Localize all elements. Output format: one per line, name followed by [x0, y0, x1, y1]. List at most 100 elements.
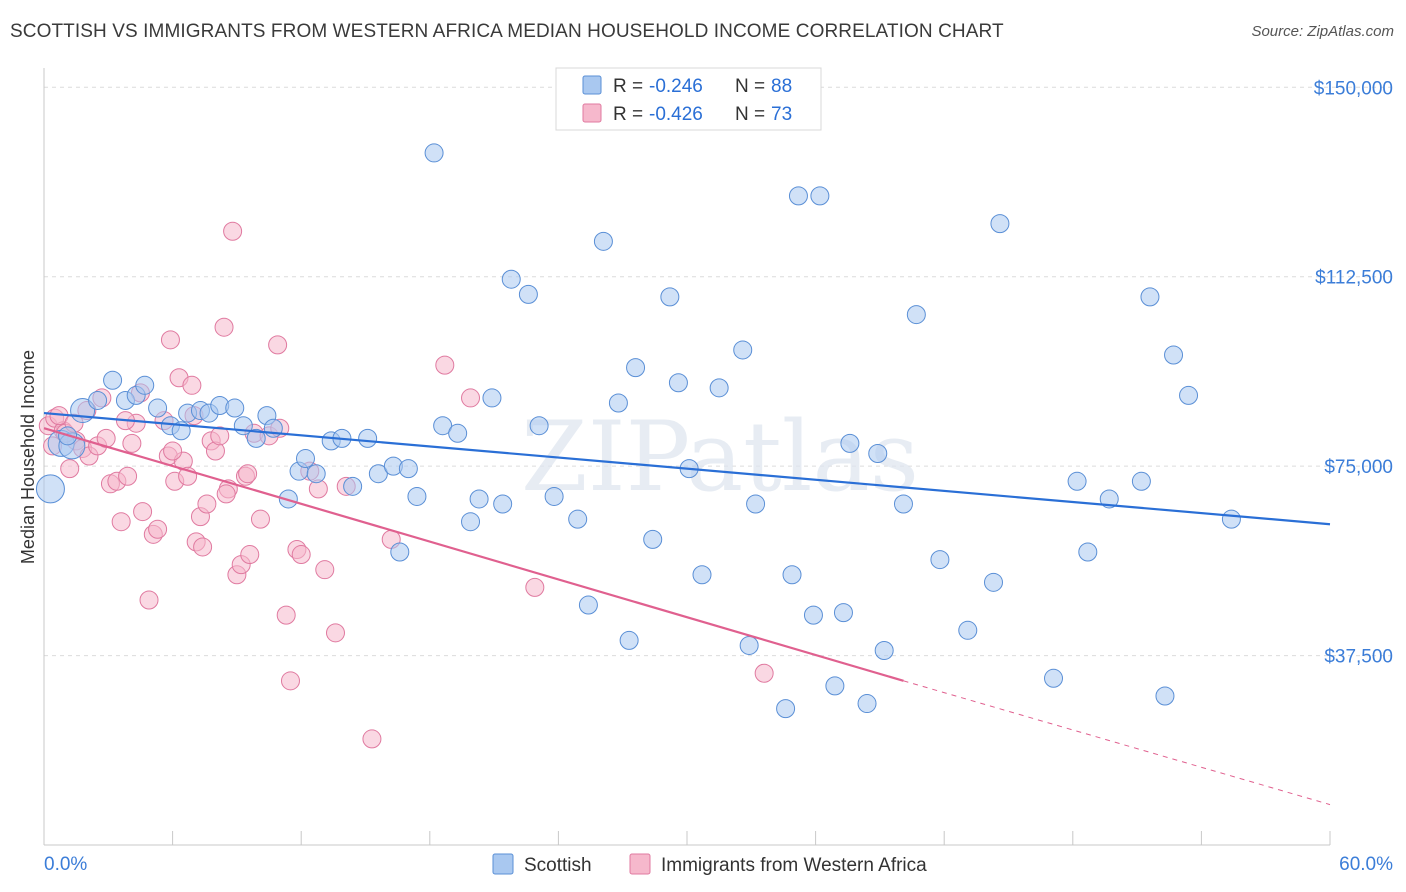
bottom-legend: Scottish Immigrants from Western Africa	[492, 853, 927, 876]
scottish-point	[608, 393, 628, 413]
axes	[43, 68, 1331, 846]
scottish-point	[225, 398, 245, 418]
scottish-point	[709, 378, 729, 398]
scottish-point	[840, 433, 860, 453]
y-tick-labels: $37,500 $75,000 $112,500 $150,000	[1314, 78, 1393, 667]
immigrants-point	[250, 509, 270, 529]
bottom-legend-label-scottish: Scottish	[524, 855, 592, 876]
scottish-point	[306, 464, 326, 484]
immigrants-point	[193, 537, 213, 557]
scottish-point	[424, 143, 444, 163]
legend-r-label-2: R =	[613, 104, 643, 125]
bottom-legend-swatch-scottish	[492, 853, 514, 875]
scottish-point	[390, 542, 410, 562]
scottish-point	[1179, 385, 1199, 405]
scottish-point	[906, 305, 926, 325]
x-tick-labels: 0.0% 60.0%	[44, 854, 1393, 875]
immigrants-point	[461, 388, 481, 408]
scottish-trend-line	[43, 411, 1331, 526]
bottom-legend-label-immigrants: Immigrants from Western Africa	[661, 855, 927, 876]
scottish-point	[868, 444, 888, 463]
scottish-point	[448, 423, 468, 443]
immigrants-point	[325, 623, 345, 643]
legend-r-value-1: -0.246	[649, 76, 703, 97]
immigrants-points	[38, 221, 774, 749]
scottish-point	[469, 489, 489, 509]
scottish-point	[739, 635, 759, 655]
y-tick-label: $37,500	[1324, 647, 1393, 668]
scottish-point	[668, 373, 688, 393]
immigrants-point	[163, 441, 183, 461]
scottish-point	[746, 494, 766, 514]
immigrants-point	[362, 729, 382, 749]
scottish-point	[930, 550, 950, 570]
scottish-point	[103, 370, 123, 390]
grid-lines	[44, 86, 1392, 657]
scottish-point	[501, 269, 521, 289]
scottish-point	[1099, 489, 1119, 509]
trend-lines	[43, 411, 1331, 806]
legend-n-value-1: 88	[771, 76, 792, 97]
immigrants-point	[754, 663, 774, 683]
scottish-point	[461, 512, 481, 532]
scottish-point	[692, 565, 712, 585]
immigrants-trend-line	[43, 427, 904, 682]
scottish-point	[893, 494, 913, 514]
scottish-point	[803, 605, 823, 625]
scottish-point	[35, 474, 65, 504]
immigrants-point	[118, 466, 138, 486]
immigrants-point	[525, 577, 545, 597]
x-tick-label-min: 0.0%	[44, 854, 87, 875]
immigrants-point	[210, 426, 230, 446]
scottish-point	[1140, 287, 1160, 307]
y-tick-label: $75,000	[1324, 457, 1393, 478]
source-label: Source: ZipAtlas.com	[1251, 23, 1394, 40]
scottish-point	[1067, 471, 1087, 491]
scottish-point	[776, 699, 796, 719]
scottish-point	[643, 529, 663, 549]
y-tick-label: $150,000	[1314, 78, 1393, 99]
immigrants-point	[238, 464, 258, 484]
scottish-point	[810, 186, 830, 206]
scottish-point	[1221, 509, 1241, 529]
scottish-point	[1155, 686, 1175, 706]
scottish-point	[593, 231, 613, 251]
scottish-point	[825, 676, 845, 696]
watermark: ZIPatlas	[521, 401, 919, 513]
scottish-point	[983, 572, 1003, 592]
scottish-points	[35, 143, 1241, 719]
chart-title: SCOTTISH VS IMMIGRANTS FROM WESTERN AFRI…	[10, 21, 1004, 42]
legend-n-label-2: N =	[735, 104, 765, 125]
scottish-point	[874, 641, 894, 661]
immigrants-point	[60, 459, 80, 479]
immigrants-point	[280, 671, 300, 691]
legend-n-value-2: 73	[771, 104, 792, 125]
immigrants-trend-extension	[903, 680, 1331, 806]
scottish-point	[88, 390, 108, 410]
immigrants-point	[148, 519, 168, 539]
immigrants-point	[122, 433, 142, 453]
scottish-point	[433, 416, 453, 436]
scottish-point	[626, 358, 646, 378]
immigrants-point	[268, 335, 288, 355]
immigrants-point	[139, 590, 159, 610]
immigrants-point	[111, 512, 131, 532]
immigrants-point	[435, 355, 455, 375]
scottish-point	[148, 398, 168, 418]
scottish-point	[1164, 345, 1184, 365]
scottish-point	[358, 428, 378, 448]
scottish-point	[788, 186, 808, 206]
scottish-point	[578, 595, 598, 615]
immigrants-point	[197, 494, 217, 514]
y-tick-label: $112,500	[1315, 268, 1393, 289]
scottish-point	[246, 428, 266, 448]
legend-n-label-1: N =	[735, 76, 765, 97]
immigrants-point	[240, 545, 260, 565]
scottish-point	[529, 416, 549, 436]
scottish-point	[660, 287, 680, 307]
scottish-point	[343, 476, 363, 496]
scottish-point	[733, 340, 753, 360]
legend-swatch-immigrants	[582, 103, 602, 123]
scottish-point	[518, 284, 538, 304]
